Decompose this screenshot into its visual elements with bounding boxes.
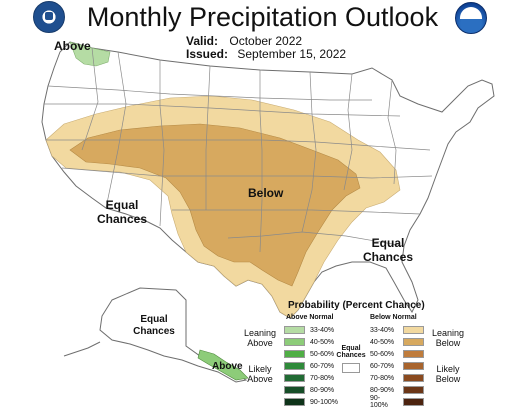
legend-swatch [284, 350, 305, 358]
legend-swatch [403, 350, 424, 358]
issued-label: Issued: [186, 47, 229, 61]
legend-swatch-label: 90-100% [370, 395, 388, 409]
legend-above-swatches: 33-40% 40-50% 50-60% 60-70% 70-80% 80-90% 90-1… [284, 324, 338, 408]
legend-row: 60-70% [370, 360, 424, 372]
legend-row: 80-90% [370, 384, 424, 396]
legend-row: 40-50% [284, 336, 338, 348]
legend-leaning-above: Leaning Above [240, 328, 280, 348]
legend-swatch-label: 60-70% [310, 362, 335, 370]
legend-swatch-label: 80-90% [370, 386, 395, 394]
issued-line: Issued: September 15, 2022 [186, 47, 346, 61]
valid-line: Valid: October 2022 [186, 34, 302, 48]
legend-swatch-label: 50-60% [370, 350, 395, 358]
label-equal-chances-east: Equal Chances [360, 236, 416, 264]
likely-above-line2: Above [247, 374, 273, 384]
legend-swatch-label: 33-40% [310, 326, 335, 334]
legend-equal-swatch [342, 363, 360, 373]
legend-swatch [403, 362, 424, 370]
above-northwest-region [69, 41, 111, 67]
label-above-northwest: Above [54, 39, 91, 53]
legend-swatch [403, 386, 424, 394]
leaning-below-line1: Leaning [431, 328, 465, 338]
likely-below-line1: Likely [436, 364, 460, 374]
leaning-above-line1: Leaning [243, 328, 277, 338]
legend-swatch-label: 90-100% [310, 398, 339, 406]
noaa-logo-text: noaa [464, 15, 478, 21]
legend-below-swatches: 33-40% 40-50% 50-60% 60-70% 70-80% 80-90% 90-1… [370, 324, 424, 409]
label-equal-alaska-line2: Chances [133, 326, 175, 337]
state-lines [44, 47, 433, 253]
legend-row: 80-90% [284, 384, 338, 396]
legend-swatch-label: 60-70% [370, 362, 395, 370]
leaning-below-line2: Below [435, 338, 461, 348]
legend-row: 70-80% [284, 372, 338, 384]
legend-above-header: Above Normal [286, 314, 334, 321]
legend-swatch [284, 338, 305, 346]
legend-swatch [403, 326, 424, 334]
label-above-alaska: Above [212, 361, 243, 372]
label-below-center: Below [248, 186, 284, 200]
likely-below-line2: Below [435, 374, 461, 384]
legend-leaning-below: Leaning Below [428, 328, 468, 348]
page-title: Monthly Precipitation Outlook [86, 2, 439, 32]
legend-row: 70-80% [370, 372, 424, 384]
valid-value: October 2022 [229, 34, 303, 48]
aleutian-islands [63, 341, 101, 357]
below-40-50-region [69, 123, 361, 287]
legend-title: Probability (Percent Chance) [288, 300, 425, 311]
legend-equal-line2: Chances [336, 352, 366, 359]
legend-row: 33-40% [284, 324, 338, 336]
label-equal-alaska-line1: Equal [140, 314, 168, 325]
legend-row: 90-100% [284, 396, 338, 408]
legend-equal-line1: Equal [341, 345, 361, 352]
legend-swatch [284, 374, 305, 382]
label-equal-chances-alaska: Equal Chances [128, 314, 180, 338]
issued-value: September 15, 2022 [237, 47, 347, 61]
label-equal-chances-west: Equal Chances [94, 198, 150, 226]
label-equal-west-line2: Chances [96, 212, 148, 226]
legend-swatch [284, 386, 305, 394]
dept-of-commerce-seal-icon [33, 1, 65, 33]
legend-row: 60-70% [284, 360, 338, 372]
legend-likely-above: Likely Above [240, 364, 280, 384]
legend-swatch [403, 338, 424, 346]
legend-swatch [284, 362, 305, 370]
legend-row: 40-50% [370, 336, 424, 348]
legend-swatch-label: 33-40% [370, 326, 395, 334]
legend-swatch-label: 80-90% [310, 386, 335, 394]
valid-label: Valid: [186, 34, 219, 48]
legend-row: 90-100% [370, 395, 424, 409]
legend-swatch-label: 40-50% [310, 338, 335, 346]
above-alaska-region [197, 349, 249, 381]
legend-row: 50-60% [284, 348, 338, 360]
legend-row: 33-40% [370, 324, 424, 336]
label-equal-west-line1: Equal [105, 198, 139, 212]
legend-swatch [284, 326, 305, 334]
legend-swatch-label: 50-60% [310, 350, 335, 358]
legend-likely-below: Likely Below [428, 364, 468, 384]
label-equal-east-line2: Chances [362, 250, 414, 264]
likely-above-line1: Likely [248, 364, 272, 374]
label-equal-east-line1: Equal [371, 236, 405, 250]
legend-swatch [403, 374, 424, 382]
noaa-logo-icon: noaa [455, 2, 487, 34]
legend: Probability (Percent Chance) Above Norma… [240, 300, 470, 409]
legend-row: 50-60% [370, 348, 424, 360]
legend-swatch-label: 40-50% [370, 338, 395, 346]
legend-below-header: Below Normal [370, 314, 417, 321]
alaska-outline [99, 287, 248, 383]
leaning-above-line2: Above [247, 338, 273, 348]
legend-swatch-label: 70-80% [370, 374, 395, 382]
legend-swatch-label: 70-80% [310, 374, 335, 382]
legend-equal-chances: Equal Chances [336, 345, 366, 373]
